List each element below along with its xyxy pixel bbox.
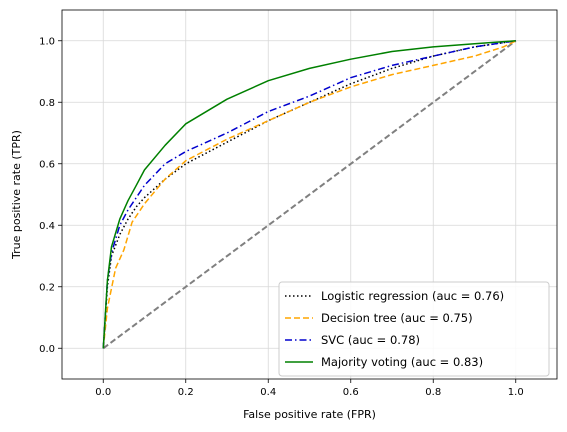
x-tick-label: 0.4 bbox=[260, 387, 276, 398]
x-tick-label: 0.6 bbox=[343, 387, 359, 398]
chance-diagonal-line bbox=[102, 39, 517, 350]
x-tick-label: 1.0 bbox=[508, 387, 524, 398]
x-tick-label: 0.2 bbox=[178, 387, 194, 398]
x-tick-label: 0.8 bbox=[425, 387, 441, 398]
y-axis-label: True positive rate (TPR) bbox=[10, 130, 23, 260]
legend-box bbox=[278, 281, 550, 377]
series-lines bbox=[102, 39, 517, 350]
series-line-decision bbox=[102, 40, 517, 349]
series-line-logistic bbox=[102, 40, 516, 349]
x-tick-label: 0.0 bbox=[95, 387, 111, 398]
axis-ticks: 0.0 0.2 0.4 0.6 0.8 1.0 0.0 0.2 0.4 0.6 0.8 1.0 bbox=[39, 36, 524, 398]
y-tick-label: 0.0 bbox=[39, 344, 55, 355]
y-tick-label: 0.2 bbox=[39, 282, 55, 293]
legend-entry: Majority voting (auc = 0.83) bbox=[321, 355, 483, 369]
y-tick-label: 0.8 bbox=[39, 98, 55, 109]
legend-entry: SVC (auc = 0.78) bbox=[321, 333, 420, 347]
y-tick-label: 0.6 bbox=[39, 159, 55, 170]
plot-frame bbox=[61, 9, 558, 380]
y-tick-label: 1.0 bbox=[39, 36, 55, 47]
legend: Logistic regression (auc = 0.76) Decision… bbox=[278, 281, 550, 377]
y-tick-label: 0.4 bbox=[39, 221, 55, 232]
series-line-majority bbox=[102, 40, 516, 349]
legend-entry: Decision tree (auc = 0.75) bbox=[321, 311, 473, 325]
x-axis-label: False positive rate (FPR) bbox=[243, 408, 376, 421]
legend-entry: Logistic regression (auc = 0.76) bbox=[321, 289, 504, 303]
